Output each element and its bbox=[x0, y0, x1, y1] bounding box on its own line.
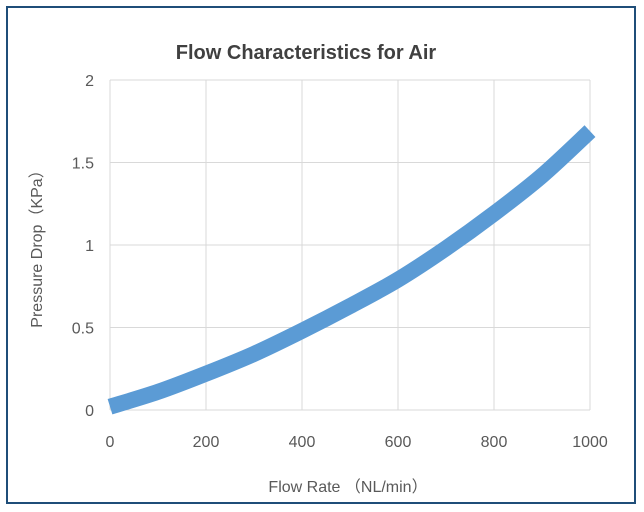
x-tick-label: 600 bbox=[385, 434, 412, 451]
series-line-0 bbox=[107, 125, 596, 415]
x-tick-label: 200 bbox=[193, 434, 220, 451]
y-axis-title: Pressure Drop（KPa） bbox=[28, 162, 46, 327]
y-tick-label: 2 bbox=[85, 73, 94, 90]
tick-labels: 0 200 400 600 800 1000 0 0.5 1 1.5 2 bbox=[72, 73, 608, 451]
x-tick-label: 1000 bbox=[572, 434, 608, 451]
y-tick-label: 0.5 bbox=[72, 321, 94, 338]
x-tick-label: 400 bbox=[289, 434, 316, 451]
y-tick-label: 1 bbox=[85, 238, 94, 255]
chart-frame bbox=[6, 6, 636, 504]
y-tick-label: 1.5 bbox=[72, 156, 94, 173]
chart-title: Flow Characteristics for Air bbox=[175, 42, 437, 64]
series-layer bbox=[107, 125, 596, 415]
y-tick-label: 0 bbox=[85, 403, 94, 420]
x-tick-label: 0 bbox=[106, 434, 115, 451]
x-tick-label: 800 bbox=[481, 434, 508, 451]
gridlines bbox=[109, 79, 591, 411]
x-axis-title: Flow Rate （NL/min） bbox=[268, 478, 427, 496]
